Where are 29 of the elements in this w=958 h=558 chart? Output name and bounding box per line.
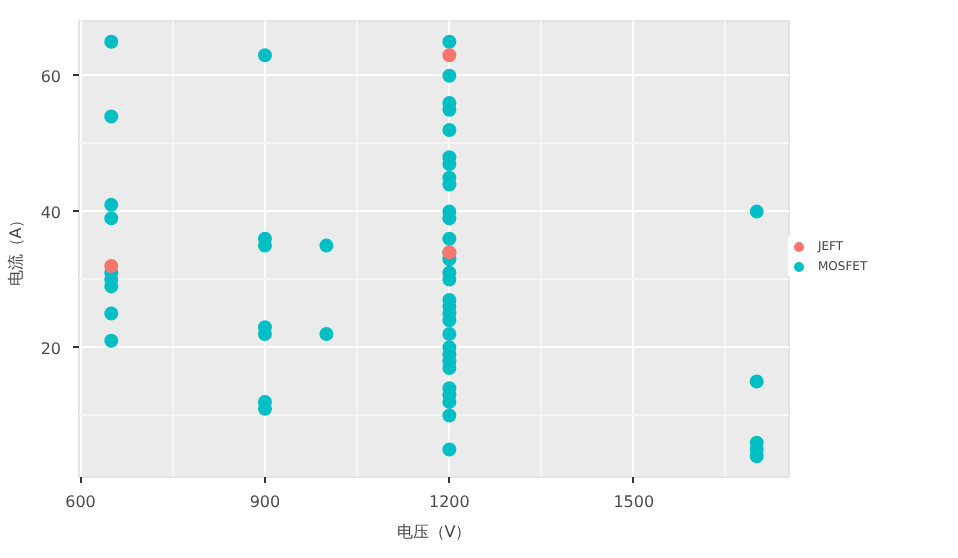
point [442, 326, 457, 341]
y-tick-label: 60 [40, 67, 62, 86]
point [104, 109, 119, 124]
point [257, 48, 272, 63]
x-tick-label: 1200 [429, 493, 470, 511]
point [104, 197, 119, 212]
point [104, 333, 119, 348]
point [319, 326, 334, 341]
point [442, 34, 457, 49]
x-axis-title: 电压（V） [396, 523, 472, 541]
point [442, 408, 457, 423]
point [442, 48, 457, 63]
x-tick-label: 900 [249, 493, 281, 511]
point [442, 442, 457, 457]
x-tick-label: 1500 [613, 493, 655, 511]
y-axis-title: 电流（A） [6, 211, 25, 287]
point [104, 259, 119, 273]
point [104, 34, 119, 49]
x-tick-label: 600 [65, 493, 96, 511]
point [442, 231, 457, 246]
point [442, 123, 457, 138]
point [442, 68, 457, 83]
point [104, 211, 119, 226]
point [749, 204, 764, 219]
point [749, 374, 764, 389]
y-tick-label: 40 [40, 203, 62, 222]
point [319, 238, 334, 253]
point [104, 306, 119, 321]
y-tick-label: 20 [40, 339, 62, 358]
